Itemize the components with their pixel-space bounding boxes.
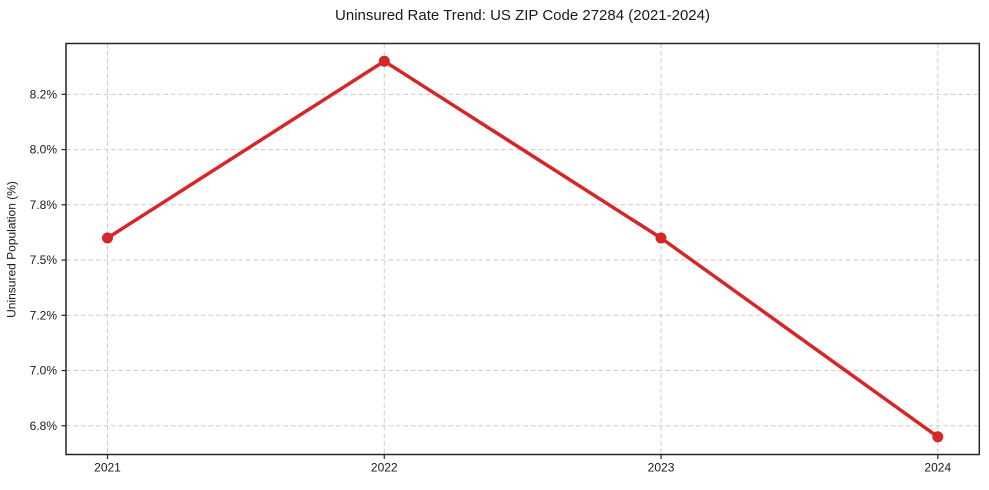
- y-tick-label: 6.8%: [30, 419, 58, 433]
- y-tick-label: 7.2%: [30, 308, 58, 322]
- x-tick-label: 2023: [648, 461, 675, 475]
- series-line: [105, 59, 940, 439]
- x-tick-label: 2024: [924, 461, 951, 475]
- data-point-marker: [102, 232, 113, 244]
- data-point-marker: [378, 55, 390, 67]
- y-tick-label: 7.0%: [30, 364, 58, 378]
- data-point-marker: [932, 431, 944, 443]
- data-point-marker: [655, 232, 667, 244]
- x-tick-label: 2022: [371, 461, 398, 475]
- plot-border: [65, 42, 981, 456]
- x-tick-label: 2021: [94, 461, 121, 475]
- y-tick-label: 7.5%: [30, 253, 58, 267]
- y-tick-label: 8.0%: [30, 143, 58, 157]
- y-tick-label: 8.2%: [30, 87, 58, 101]
- chart-title: Uninsured Rate Trend: US ZIP Code 27284 …: [335, 7, 710, 24]
- y-tick-label: 7.8%: [30, 198, 58, 212]
